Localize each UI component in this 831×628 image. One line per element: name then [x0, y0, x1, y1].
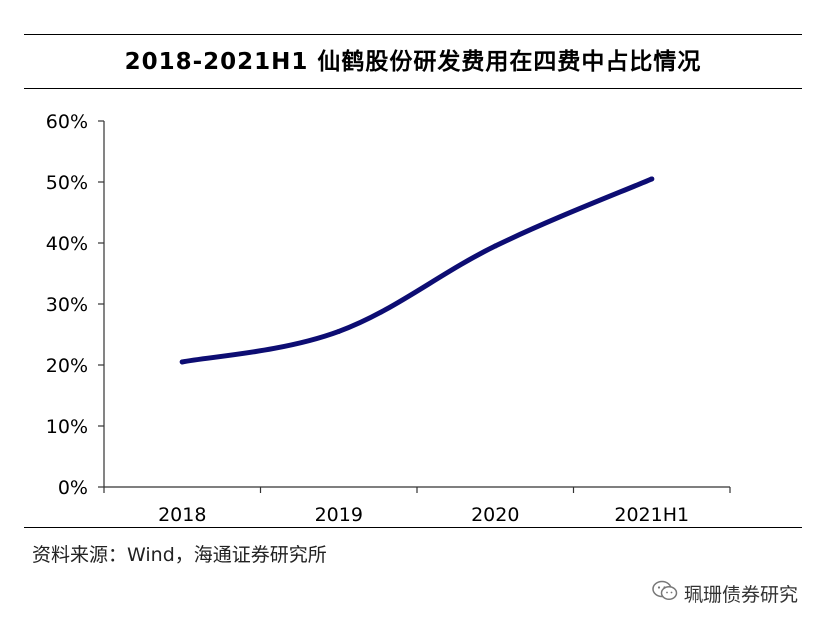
chart-title: 2018-2021H1 仙鹤股份研发费用在四费中占比情况 — [124, 49, 702, 75]
x-tick-label: 2021H1 — [614, 504, 689, 526]
data-point — [649, 176, 655, 182]
x-tick-label: 2020 — [471, 504, 519, 526]
y-tick-label: 20% — [46, 355, 88, 377]
y-tick-label: 0% — [58, 477, 88, 499]
y-tick-label: 40% — [46, 233, 88, 255]
series-group — [179, 176, 655, 365]
x-tick-label: 2019 — [315, 504, 363, 526]
source-note: 资料来源：Wind，海通证券研究所 — [32, 544, 327, 566]
watermark-text: 珮珊债券研究 — [684, 584, 799, 606]
watermark: 珮珊债券研究 — [652, 580, 798, 607]
y-axis: 0% 10% 20% 30% 40% 50% 60% — [46, 111, 105, 499]
x-tick-label: 2018 — [158, 504, 206, 526]
y-tick-label: 30% — [46, 294, 88, 316]
wechat-icon — [652, 580, 678, 607]
data-point — [492, 243, 498, 249]
y-tick-label: 10% — [46, 416, 88, 438]
top-rule — [24, 34, 802, 35]
y-tick-label: 50% — [46, 172, 88, 194]
title-rule — [24, 88, 802, 89]
bottom-rule — [24, 527, 802, 528]
data-point — [179, 359, 185, 365]
x-axis: 2018 2019 2020 2021H1 — [103, 486, 731, 526]
series-line-0 — [179, 176, 655, 365]
data-point — [336, 328, 342, 334]
y-tick-label: 60% — [46, 111, 88, 133]
